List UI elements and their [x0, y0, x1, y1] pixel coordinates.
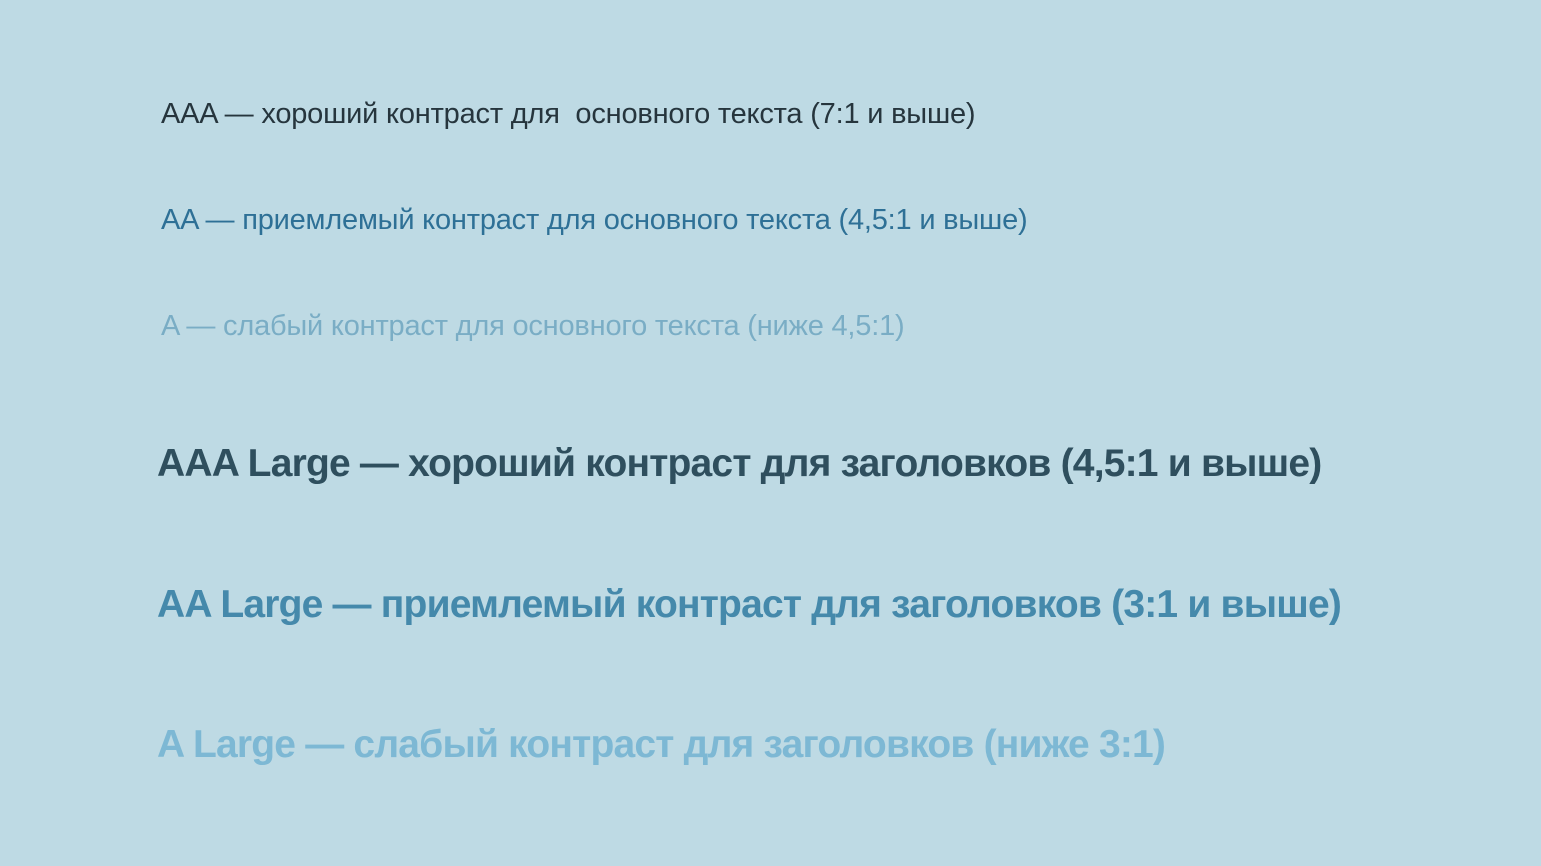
contrast-line-a-large-heading: A Large — слабый контраст для заголовков… [157, 723, 1166, 766]
contrast-line-aaa-body: AAA — хороший контраст для основного тек… [161, 98, 976, 130]
contrast-line-aa-large-heading: AA Large — приемлемый контраст для загол… [157, 583, 1342, 626]
contrast-line-a-body: A — слабый контраст для основного текста… [161, 310, 905, 342]
contrast-line-aaa-large-heading: AAA Large — хороший контраст для заголов… [157, 442, 1322, 485]
contrast-line-aa-body: AA — приемлемый контраст для основного т… [161, 204, 1028, 236]
